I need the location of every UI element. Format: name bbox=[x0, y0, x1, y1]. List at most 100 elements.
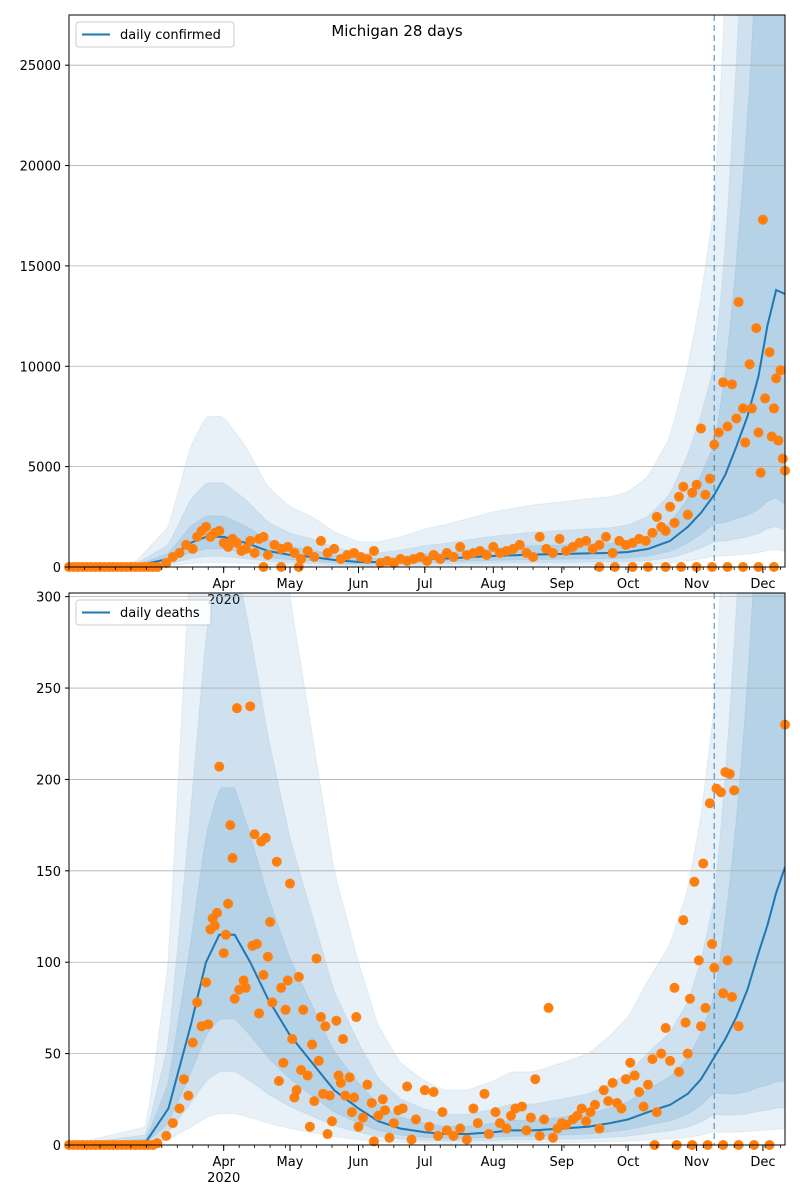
observed-point bbox=[368, 1136, 379, 1147]
observed-point bbox=[669, 517, 680, 528]
observed-point bbox=[682, 509, 693, 520]
observed-point bbox=[448, 1130, 459, 1141]
observed-point bbox=[260, 832, 271, 843]
observed-point bbox=[302, 545, 313, 556]
observed-point bbox=[346, 1107, 357, 1118]
x-tick-label: Sep bbox=[550, 1155, 575, 1170]
observed-point bbox=[302, 1070, 313, 1081]
observed-point bbox=[435, 553, 446, 564]
observed-point bbox=[293, 971, 304, 982]
observed-point bbox=[461, 1134, 472, 1145]
observed-point bbox=[296, 553, 307, 564]
observed-point bbox=[696, 1021, 707, 1032]
observed-point bbox=[455, 1123, 466, 1134]
x-tick-label: Sep bbox=[550, 577, 575, 592]
observed-point bbox=[267, 997, 278, 1008]
observed-point bbox=[282, 541, 293, 552]
observed-point bbox=[722, 955, 733, 966]
observed-point bbox=[543, 1002, 554, 1013]
observed-point bbox=[209, 920, 220, 931]
observed-point bbox=[315, 535, 326, 546]
observed-point bbox=[245, 535, 256, 546]
observed-point bbox=[329, 543, 340, 554]
observed-point bbox=[249, 547, 260, 558]
observed-point bbox=[483, 1129, 494, 1140]
legend-label: daily confirmed bbox=[120, 28, 221, 43]
observed-point bbox=[201, 521, 212, 532]
observed-point bbox=[373, 1110, 384, 1121]
observed-point bbox=[324, 1090, 335, 1101]
observed-point bbox=[598, 1085, 609, 1096]
observed-point bbox=[704, 473, 715, 484]
observed-point bbox=[753, 427, 764, 438]
observed-point bbox=[517, 1101, 528, 1112]
observed-point bbox=[192, 997, 203, 1008]
observed-point bbox=[768, 403, 779, 414]
observed-point bbox=[696, 423, 707, 434]
observed-point bbox=[340, 1090, 351, 1101]
observed-point bbox=[349, 1092, 360, 1103]
observed-point bbox=[251, 938, 262, 949]
observed-point bbox=[309, 1096, 320, 1107]
observed-point bbox=[187, 543, 198, 554]
observed-points bbox=[64, 214, 790, 572]
observed-point bbox=[220, 929, 231, 940]
y-tick-label: 250 bbox=[36, 682, 61, 697]
y-tick-label: 5000 bbox=[28, 461, 61, 476]
observed-point bbox=[203, 1019, 214, 1030]
observed-point bbox=[384, 1132, 395, 1143]
observed-point bbox=[218, 948, 229, 959]
legend-box bbox=[75, 21, 235, 48]
observed-point bbox=[607, 1077, 618, 1088]
observed-point bbox=[547, 1132, 558, 1143]
observed-point bbox=[419, 1085, 430, 1096]
legend-label: daily deaths bbox=[120, 606, 200, 621]
y-tick-label: 50 bbox=[44, 1048, 61, 1063]
confidence-bands bbox=[69, 593, 785, 1145]
observed-point bbox=[775, 365, 786, 376]
observed-point bbox=[437, 1107, 448, 1118]
observed-point bbox=[554, 533, 565, 544]
observed-point bbox=[227, 853, 238, 864]
y-tick-label: 0 bbox=[53, 1139, 61, 1154]
observed-point bbox=[638, 1101, 649, 1112]
observed-point bbox=[313, 1055, 324, 1066]
observed-point bbox=[357, 1112, 368, 1123]
observed-point bbox=[338, 1033, 349, 1044]
observed-point bbox=[601, 531, 611, 542]
x-tick-label: Dec bbox=[750, 577, 775, 592]
observed-point bbox=[291, 1085, 302, 1096]
observed-point bbox=[296, 1065, 307, 1076]
observed-point bbox=[505, 1110, 516, 1121]
observed-point bbox=[771, 373, 782, 384]
observed-point bbox=[691, 479, 702, 490]
observed-point bbox=[673, 1066, 684, 1077]
observed-point bbox=[278, 1057, 289, 1068]
observed-point bbox=[682, 1048, 693, 1059]
observed-point bbox=[740, 437, 751, 448]
observed-point bbox=[547, 547, 558, 558]
observed-point bbox=[362, 553, 373, 564]
observed-point bbox=[311, 953, 322, 964]
observed-point bbox=[380, 1105, 391, 1116]
uncertainty-band-1 bbox=[69, 15, 785, 567]
observed-point bbox=[642, 1079, 653, 1090]
observed-point bbox=[273, 1076, 284, 1087]
observed-point bbox=[656, 1048, 667, 1059]
observed-point bbox=[240, 982, 251, 993]
y-tick-label: 10000 bbox=[20, 360, 61, 375]
observed-point bbox=[397, 1103, 408, 1114]
observed-point bbox=[713, 427, 724, 438]
observed-point bbox=[501, 1123, 512, 1134]
observed-point bbox=[331, 1015, 342, 1026]
observed-point bbox=[729, 785, 740, 796]
observed-point bbox=[212, 907, 223, 918]
observed-point bbox=[223, 541, 234, 552]
observed-point bbox=[651, 511, 662, 522]
observed-point bbox=[707, 938, 718, 949]
observed-point bbox=[722, 421, 733, 432]
uncertainty-band-0 bbox=[69, 593, 785, 1145]
uncertainty-band-0 bbox=[69, 15, 785, 567]
x-tick-label: Aug bbox=[481, 577, 506, 592]
